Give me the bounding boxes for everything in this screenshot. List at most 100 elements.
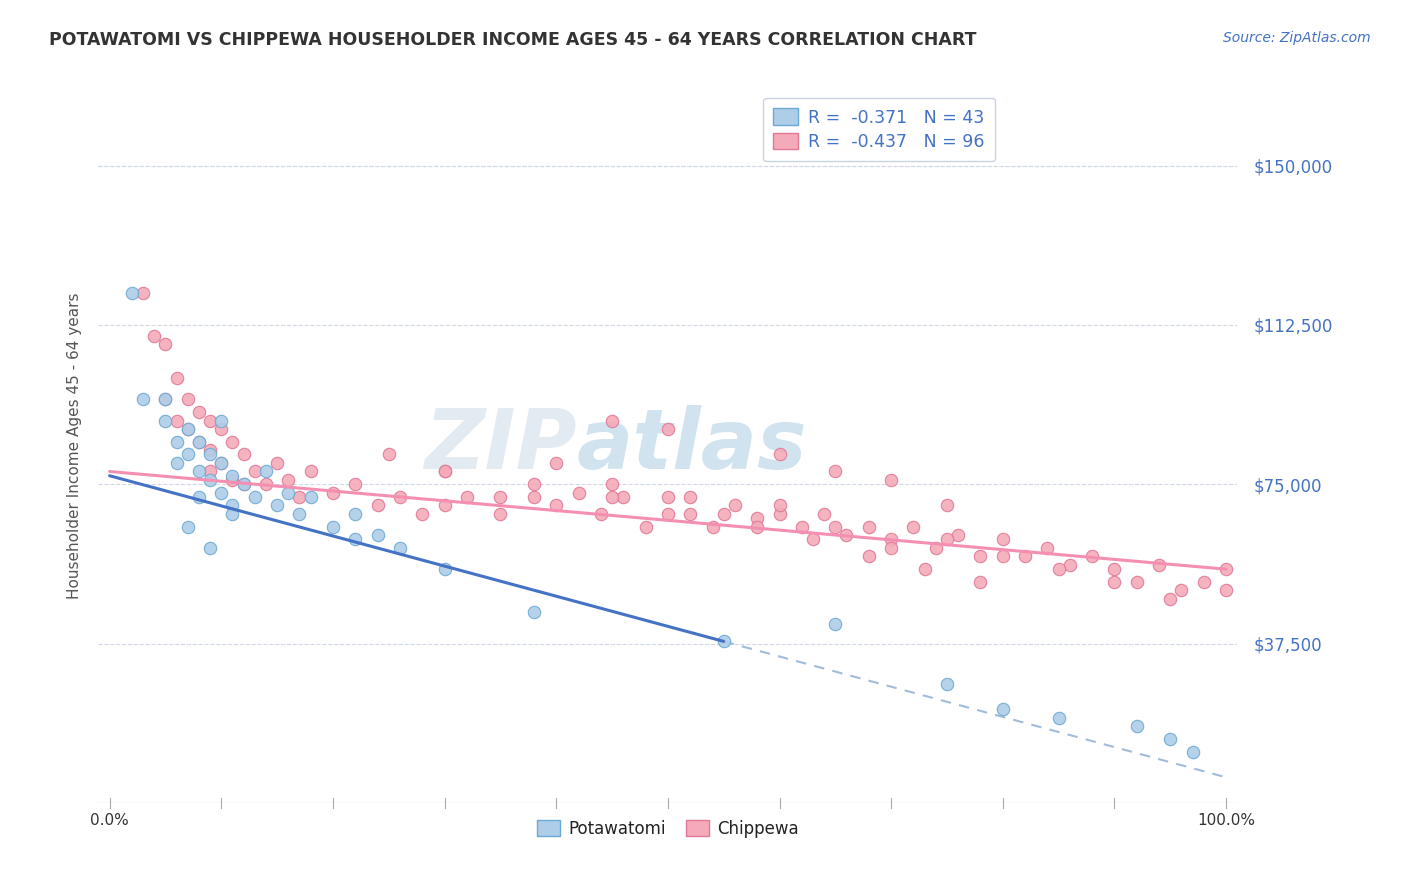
Point xyxy=(209,456,232,470)
Point xyxy=(221,473,243,487)
Point xyxy=(344,477,367,491)
Point xyxy=(880,473,903,487)
Point xyxy=(187,405,209,419)
Point xyxy=(969,574,991,589)
Point xyxy=(600,490,623,504)
Point xyxy=(546,499,568,513)
Point xyxy=(1036,541,1059,555)
Legend: Potawatomi, Chippewa: Potawatomi, Chippewa xyxy=(530,814,806,845)
Point xyxy=(288,507,311,521)
Point xyxy=(266,499,288,513)
Point xyxy=(946,528,969,542)
Point xyxy=(824,519,846,533)
Point xyxy=(1104,562,1126,576)
Point xyxy=(198,465,221,479)
Point xyxy=(288,490,311,504)
Point xyxy=(657,507,679,521)
Point xyxy=(209,413,232,427)
Point xyxy=(433,562,456,576)
Point xyxy=(177,448,200,462)
Point xyxy=(1047,711,1070,725)
Point xyxy=(433,499,456,513)
Point xyxy=(243,465,266,479)
Point xyxy=(713,634,735,648)
Point xyxy=(177,519,200,533)
Point xyxy=(209,456,232,470)
Point xyxy=(1159,591,1181,606)
Point xyxy=(1081,549,1104,564)
Point xyxy=(489,507,512,521)
Point xyxy=(187,434,209,449)
Point xyxy=(858,519,880,533)
Point xyxy=(1047,562,1070,576)
Point xyxy=(322,485,344,500)
Point xyxy=(322,519,344,533)
Point xyxy=(589,507,612,521)
Point xyxy=(634,519,657,533)
Point xyxy=(266,456,288,470)
Point xyxy=(411,507,433,521)
Point xyxy=(177,422,200,436)
Point xyxy=(388,541,411,555)
Point xyxy=(936,533,959,547)
Point xyxy=(198,473,221,487)
Point xyxy=(121,286,143,301)
Point xyxy=(344,507,367,521)
Point xyxy=(187,434,209,449)
Point xyxy=(456,490,478,504)
Point xyxy=(747,511,769,525)
Point xyxy=(232,477,254,491)
Point xyxy=(1126,719,1149,733)
Point xyxy=(657,422,679,436)
Point xyxy=(155,413,177,427)
Point xyxy=(903,519,925,533)
Point xyxy=(991,549,1014,564)
Point xyxy=(546,456,568,470)
Point xyxy=(221,468,243,483)
Point xyxy=(155,392,177,407)
Point xyxy=(523,477,546,491)
Point xyxy=(925,541,948,555)
Point xyxy=(679,490,702,504)
Point xyxy=(991,702,1014,716)
Point xyxy=(232,477,254,491)
Point xyxy=(936,499,959,513)
Point xyxy=(858,549,880,564)
Point xyxy=(254,465,277,479)
Point xyxy=(433,465,456,479)
Point xyxy=(433,465,456,479)
Point xyxy=(143,328,166,343)
Point xyxy=(243,490,266,504)
Point xyxy=(880,541,903,555)
Point xyxy=(155,392,177,407)
Point xyxy=(367,528,389,542)
Y-axis label: Householder Income Ages 45 - 64 years: Householder Income Ages 45 - 64 years xyxy=(66,293,82,599)
Point xyxy=(132,392,155,407)
Point xyxy=(747,519,769,533)
Point xyxy=(187,465,209,479)
Point xyxy=(299,465,322,479)
Point xyxy=(177,422,200,436)
Point xyxy=(166,413,188,427)
Text: POTAWATOMI VS CHIPPEWA HOUSEHOLDER INCOME AGES 45 - 64 YEARS CORRELATION CHART: POTAWATOMI VS CHIPPEWA HOUSEHOLDER INCOM… xyxy=(49,31,977,49)
Point xyxy=(991,533,1014,547)
Point xyxy=(1192,574,1215,589)
Point xyxy=(523,490,546,504)
Point xyxy=(1159,732,1181,747)
Point xyxy=(824,465,846,479)
Point xyxy=(166,434,188,449)
Point xyxy=(969,549,991,564)
Point xyxy=(232,448,254,462)
Point xyxy=(936,677,959,691)
Point xyxy=(702,519,724,533)
Point xyxy=(824,617,846,632)
Point xyxy=(254,477,277,491)
Point xyxy=(724,499,747,513)
Point xyxy=(221,499,243,513)
Point xyxy=(1059,558,1081,572)
Point xyxy=(523,605,546,619)
Point xyxy=(344,533,367,547)
Point xyxy=(914,562,936,576)
Point xyxy=(388,490,411,504)
Point xyxy=(813,507,835,521)
